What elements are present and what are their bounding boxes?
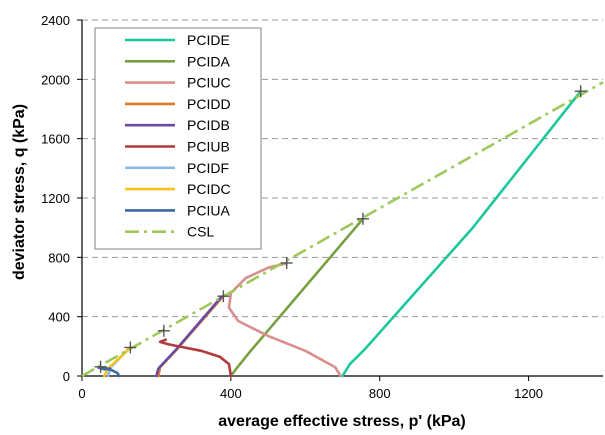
y-axis-title: deviator stress, q (kPa) <box>11 104 28 280</box>
series-line-pciuc <box>227 261 342 378</box>
legend-label-pcide: PCIDE <box>187 32 230 48</box>
failure-marker <box>157 324 170 337</box>
y-tick-label: 800 <box>48 250 70 265</box>
series-layer <box>81 81 604 378</box>
x-tick-label: 800 <box>369 386 391 401</box>
y-tick-label: 1200 <box>41 191 70 206</box>
legend-label-pcidd: PCIDD <box>187 96 231 112</box>
series-line-csl <box>81 81 604 378</box>
failure-marker <box>574 85 587 98</box>
x-tick-label: 400 <box>220 386 242 401</box>
failure-marker <box>94 360 107 373</box>
series-line-pcide <box>341 89 583 378</box>
failure-marker <box>217 290 230 303</box>
legend-label-pciua: PCIUA <box>187 202 230 218</box>
legend: PCIDE PCIDA PCIUC PCIDD PCIDB PCIUB PCIDF PCIDC… <box>94 27 262 250</box>
y-tick-label: 2400 <box>41 13 70 28</box>
series-line-pciub <box>158 338 233 378</box>
legend-label-pcidc: PCIDC <box>187 181 231 197</box>
grid-layer <box>82 19 603 318</box>
failure-marker <box>356 212 369 225</box>
legend-box <box>94 27 262 250</box>
legend-label-pcidf: PCIDF <box>187 160 229 176</box>
y-tick-label: 400 <box>48 310 70 325</box>
x-tick-label: 0 <box>78 386 85 401</box>
legend-label-pciuc: PCIUC <box>187 75 231 91</box>
y-tick-label: 1600 <box>41 132 70 147</box>
series-line-pcidd <box>157 294 225 378</box>
x-tick-label: 1200 <box>514 386 543 401</box>
axis-layer: 0 400 800 1200 1600 2000 2400 0 400 800 1200 <box>41 13 603 401</box>
y-tick-label: 2000 <box>41 72 70 87</box>
legend-label-pcida: PCIDA <box>187 53 230 69</box>
y-tick-label: 0 <box>63 369 70 384</box>
failure-marker <box>124 341 137 354</box>
x-axis-title: average effective stress, p' (kPa) <box>218 413 466 430</box>
series-line-pcidb <box>155 295 223 378</box>
series-line-pcida <box>229 217 365 378</box>
legend-label-pciub: PCIUB <box>187 139 230 155</box>
legend-label-csl: CSL <box>187 224 214 240</box>
marker-layer <box>94 85 587 373</box>
failure-marker <box>280 256 293 269</box>
legend-label-pcidb: PCIDB <box>187 117 230 133</box>
